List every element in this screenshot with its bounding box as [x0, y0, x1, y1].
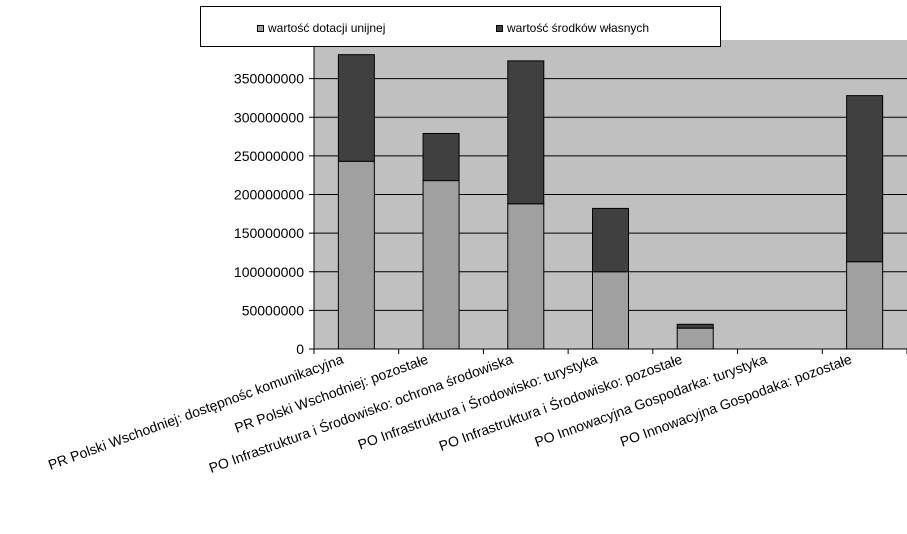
bar-eu-grant	[676, 327, 714, 350]
legend-swatch-own-funds	[496, 24, 503, 32]
bar-own-funds	[846, 95, 884, 263]
legend-label-own-funds: wartość środków własnych	[507, 21, 650, 35]
y-tick-label: 200000000	[234, 187, 304, 203]
bar-eu-grant	[846, 261, 884, 350]
legend-swatch-eu-grant	[257, 24, 264, 32]
legend-label-eu-grant: wartość dotacji unijnej	[268, 21, 386, 35]
y-tick-label: 0	[296, 341, 304, 357]
bar-eu-grant	[422, 180, 460, 350]
legend-item-own-funds: wartość środków własnych	[496, 21, 649, 35]
bar-own-funds	[507, 60, 545, 205]
bar-eu-grant	[507, 203, 545, 350]
bar-own-funds	[422, 132, 460, 182]
bar-own-funds	[337, 54, 375, 162]
y-tick-label: 300000000	[234, 109, 304, 125]
bar-own-funds	[592, 207, 629, 273]
y-tick-label: 250000000	[234, 148, 304, 164]
y-tick-label: 50000000	[242, 302, 305, 318]
legend: wartość dotacji unijnej wartość środków …	[200, 6, 721, 47]
bar-eu-grant	[592, 271, 629, 350]
bar-own-funds	[676, 323, 714, 329]
y-tick-label: 350000000	[234, 71, 304, 87]
y-tick-label: 150000000	[234, 225, 304, 241]
y-tick-label: 100000000	[234, 264, 304, 280]
legend-item-eu-grant: wartość dotacji unijnej	[257, 21, 385, 35]
bar-eu-grant	[337, 160, 375, 350]
